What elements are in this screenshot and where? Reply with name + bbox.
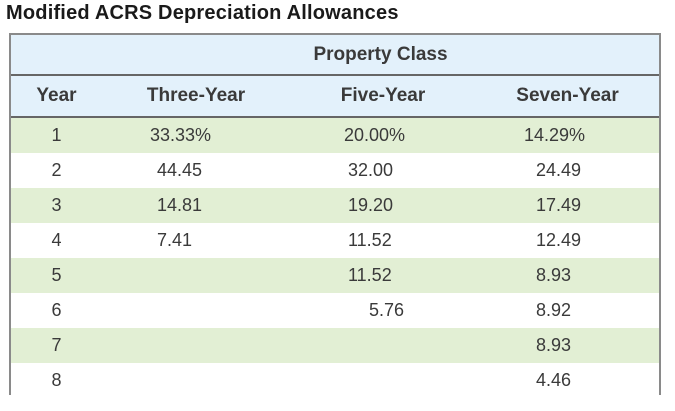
- three-year-cell: 33.33%: [102, 117, 290, 153]
- table-row: 7 8.93: [11, 328, 660, 363]
- five-year-cell: 11.52: [290, 223, 476, 258]
- three-year-cell: 7.41: [102, 223, 290, 258]
- three-year-cell: 14.81: [102, 188, 290, 223]
- three-year-cell: [102, 363, 290, 398]
- year-cell: 6: [11, 293, 102, 328]
- seven-year-cell: 24.49: [476, 153, 660, 188]
- five-year-cell: 11.52: [290, 258, 476, 293]
- group-header-row: Property Class: [11, 35, 660, 76]
- table-row: 2 44.45 32.00 24.49: [11, 153, 660, 188]
- depreciation-table-container: Property Class Year Three-Year Five-Year…: [9, 33, 661, 398]
- five-year-cell: [290, 363, 476, 398]
- table-row: 6 5.76 8.92: [11, 293, 660, 328]
- column-header-three-year: Three-Year: [102, 75, 290, 118]
- year-cell: 1: [11, 117, 102, 153]
- table-row: 5 11.52 8.93: [11, 258, 660, 293]
- year-cell: 4: [11, 223, 102, 258]
- five-year-cell: [290, 328, 476, 363]
- property-class-header: Property Class: [102, 35, 660, 76]
- table-row: 3 14.81 19.20 17.49: [11, 188, 660, 223]
- seven-year-cell: 8.93: [476, 258, 660, 293]
- seven-year-cell: 8.93: [476, 328, 660, 363]
- three-year-cell: [102, 258, 290, 293]
- five-year-cell: 19.20: [290, 188, 476, 223]
- year-cell: 3: [11, 188, 102, 223]
- page-title: Modified ACRS Depreciation Allowances: [6, 2, 399, 24]
- seven-year-cell: 14.29%: [476, 117, 660, 153]
- five-year-cell: 5.76: [290, 293, 476, 328]
- five-year-cell: 20.00%: [290, 117, 476, 153]
- year-cell: 7: [11, 328, 102, 363]
- column-header-row: Year Three-Year Five-Year Seven-Year: [11, 75, 660, 118]
- table-row: 1 33.33% 20.00% 14.29%: [11, 117, 660, 153]
- column-header-year: Year: [11, 75, 102, 118]
- depreciation-table: Property Class Year Three-Year Five-Year…: [11, 35, 660, 398]
- table-row: 8 4.46: [11, 363, 660, 398]
- table-row: 4 7.41 11.52 12.49: [11, 223, 660, 258]
- year-cell: 8: [11, 363, 102, 398]
- seven-year-cell: 4.46: [476, 363, 660, 398]
- seven-year-cell: 17.49: [476, 188, 660, 223]
- three-year-cell: 44.45: [102, 153, 290, 188]
- three-year-cell: [102, 328, 290, 363]
- seven-year-cell: 12.49: [476, 223, 660, 258]
- column-header-seven-year: Seven-Year: [476, 75, 660, 118]
- year-cell: 5: [11, 258, 102, 293]
- column-header-five-year: Five-Year: [290, 75, 476, 118]
- seven-year-cell: 8.92: [476, 293, 660, 328]
- five-year-cell: 32.00: [290, 153, 476, 188]
- year-cell: 2: [11, 153, 102, 188]
- three-year-cell: [102, 293, 290, 328]
